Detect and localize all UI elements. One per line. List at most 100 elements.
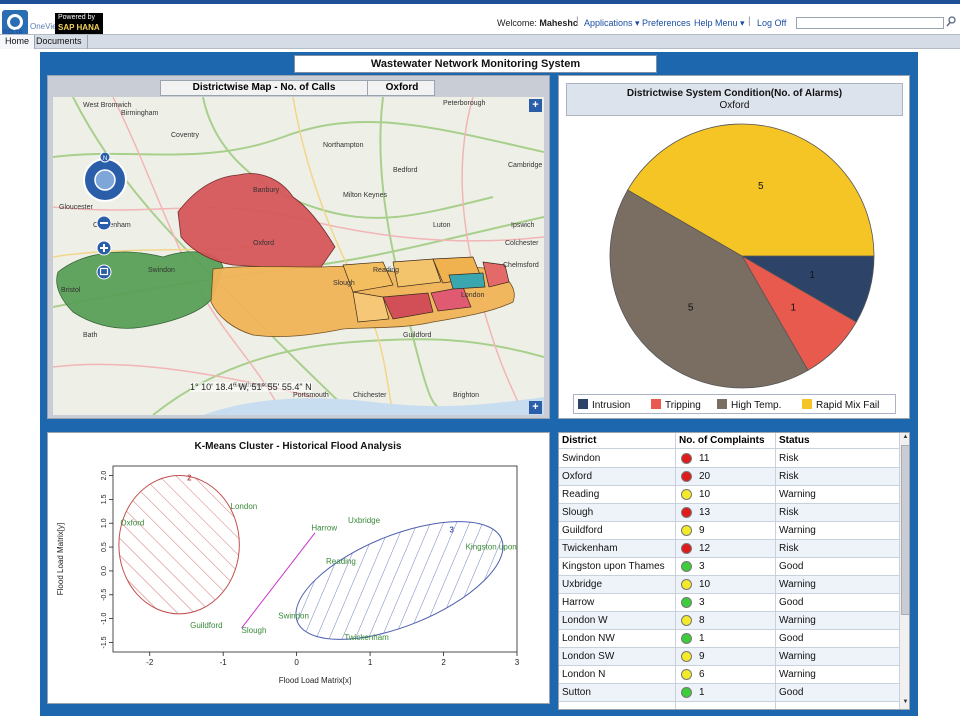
cell-district: Harrow — [562, 597, 595, 608]
status-indicator-icon — [681, 597, 692, 608]
map-place-label: Peterborough — [443, 100, 486, 107]
y-tick-label: 2.0 — [101, 471, 108, 481]
cell-status: Warning — [779, 489, 816, 500]
scroll-thumb[interactable] — [901, 445, 909, 615]
table-row[interactable]: Kingston upon Thames 3 Good — [559, 558, 899, 576]
cell-status: Good — [779, 597, 804, 608]
y-tick-label: -1.0 — [101, 612, 108, 624]
cluster-point-label: Oxford — [120, 519, 144, 528]
table-row[interactable]: London SW 9 Warning — [559, 648, 899, 666]
zoom-out-icon[interactable] — [96, 215, 112, 231]
map-expand-top-icon[interactable]: + — [529, 99, 542, 112]
scroll-down-icon[interactable]: ▼ — [902, 699, 909, 705]
cluster-point-label: Guildford — [190, 621, 222, 630]
legend-swatch — [717, 399, 727, 409]
map-district-selector[interactable]: Oxford — [385, 82, 419, 93]
table-row[interactable]: Slough 13 Risk — [559, 504, 899, 522]
cell-district: Sutton — [562, 687, 591, 698]
table-row[interactable]: Twickenham 12 Risk — [559, 540, 899, 558]
cell-status: Risk — [779, 507, 799, 518]
pie-header: Districtwise System Condition(No. of Ala… — [566, 83, 903, 116]
district-map[interactable]: West Bromwich Birmingham Coventry Northa… — [53, 97, 544, 415]
table-row[interactable]: London N 6 Warning — [559, 666, 899, 684]
table-row[interactable]: Oxford 20 Risk — [559, 468, 899, 486]
cluster-title: K-Means Cluster - Historical Flood Analy… — [195, 441, 402, 452]
map-place-label: Chichester — [353, 392, 387, 399]
x-axis-label: Flood Load Matrix[x] — [279, 676, 351, 685]
pie-slice-rapid-mix-fail[interactable] — [627, 123, 875, 257]
table-row[interactable]: Sutton 1 Good — [559, 684, 899, 702]
search-input[interactable] — [796, 17, 944, 29]
x-tick-label: 2 — [441, 658, 446, 667]
cluster-point-label: Slough — [242, 626, 267, 635]
search-icon[interactable] — [946, 15, 956, 29]
map-place-label: Bath — [83, 332, 98, 339]
table-row[interactable]: Guildford 9 Warning — [559, 522, 899, 540]
pie-data-label: 1 — [791, 302, 797, 313]
x-tick-label: 3 — [515, 658, 520, 667]
map-place-label: Slough — [333, 280, 355, 287]
map-place-label: West Bromwich — [83, 102, 132, 109]
pie-data-label: 5 — [758, 181, 764, 192]
cell-complaints: 1 — [699, 633, 705, 644]
oneview-label: OneView — [30, 22, 63, 31]
status-indicator-icon — [681, 543, 692, 554]
cell-complaints: 12 — [699, 543, 711, 554]
cluster-ellipse-3 — [295, 521, 504, 640]
tab-home[interactable]: Home — [0, 35, 36, 49]
page-title: Wastewater Network Monitoring System — [294, 55, 657, 73]
cluster-point-label: Harrow — [311, 523, 337, 532]
map-pan-control-icon[interactable]: N — [80, 152, 130, 202]
table-scrollbar[interactable]: ▲ ▼ — [899, 433, 909, 709]
table-row[interactable]: London NW 1 Good — [559, 630, 899, 648]
map-place-label: Colchester — [505, 240, 539, 247]
x-tick-label: 0 — [294, 658, 299, 667]
y-axis-label: Flood Load Matrix[y] — [56, 523, 65, 595]
table-row[interactable]: Swindon 11 Risk — [559, 450, 899, 468]
top-bar: ROLTA OneView Powered by SAP HANA Welcom… — [0, 4, 960, 36]
map-place-label: Reading — [373, 267, 399, 274]
cell-status: Warning — [779, 615, 816, 626]
y-tick-label: 1.5 — [101, 494, 108, 504]
applications-menu[interactable]: Applications ▾ — [584, 18, 640, 28]
map-place-label: Bristol — [61, 287, 81, 294]
cell-district: Twickenham — [562, 543, 618, 554]
cell-district: Kingston upon Thames — [562, 561, 665, 572]
column-divider — [675, 433, 676, 709]
y-tick-label: 1.0 — [101, 518, 108, 528]
column-header-complaints[interactable]: No. of Complaints — [679, 435, 765, 446]
legend-swatch — [802, 399, 812, 409]
cell-complaints: 13 — [699, 507, 711, 518]
zoom-box-icon[interactable] — [96, 264, 112, 280]
log-off-link[interactable]: Log Off — [757, 18, 787, 28]
menu-separator: | — [576, 16, 579, 27]
x-tick-label: -2 — [146, 658, 154, 667]
status-indicator-icon — [681, 471, 692, 482]
map-svg: West Bromwich Birmingham Coventry Northa… — [53, 97, 544, 415]
svg-text:N: N — [103, 156, 107, 162]
zoom-in-icon[interactable] — [96, 240, 112, 256]
y-tick-label: -1.5 — [101, 636, 108, 648]
column-divider — [775, 433, 776, 709]
preferences-menu[interactable]: Preferences — [642, 18, 691, 28]
pie-slice-high-temp-[interactable] — [609, 189, 809, 389]
map-place-label: Chelmsford — [503, 262, 539, 269]
table-row[interactable]: Reading 10 Warning — [559, 486, 899, 504]
cluster-ellipse-2 — [118, 475, 240, 615]
map-expand-bottom-icon[interactable]: + — [529, 401, 542, 414]
column-header-status[interactable]: Status — [779, 435, 810, 446]
table-row[interactable]: London W 8 Warning — [559, 612, 899, 630]
cell-status: Good — [779, 687, 804, 698]
status-indicator-icon — [681, 507, 692, 518]
column-header-district[interactable]: District — [562, 435, 597, 446]
map-place-label: Birmingham — [121, 110, 159, 117]
scroll-up-icon[interactable]: ▲ — [902, 434, 909, 440]
cell-status: Warning — [779, 651, 816, 662]
tab-documents[interactable]: Documents — [31, 35, 88, 49]
status-indicator-icon — [681, 615, 692, 626]
help-menu[interactable]: Help Menu ▾ — [694, 18, 745, 28]
cell-status: Risk — [779, 453, 799, 464]
pie-data-label: 5 — [688, 302, 694, 313]
table-row[interactable]: Harrow 3 Good — [559, 594, 899, 612]
table-row[interactable]: Uxbridge 10 Warning — [559, 576, 899, 594]
